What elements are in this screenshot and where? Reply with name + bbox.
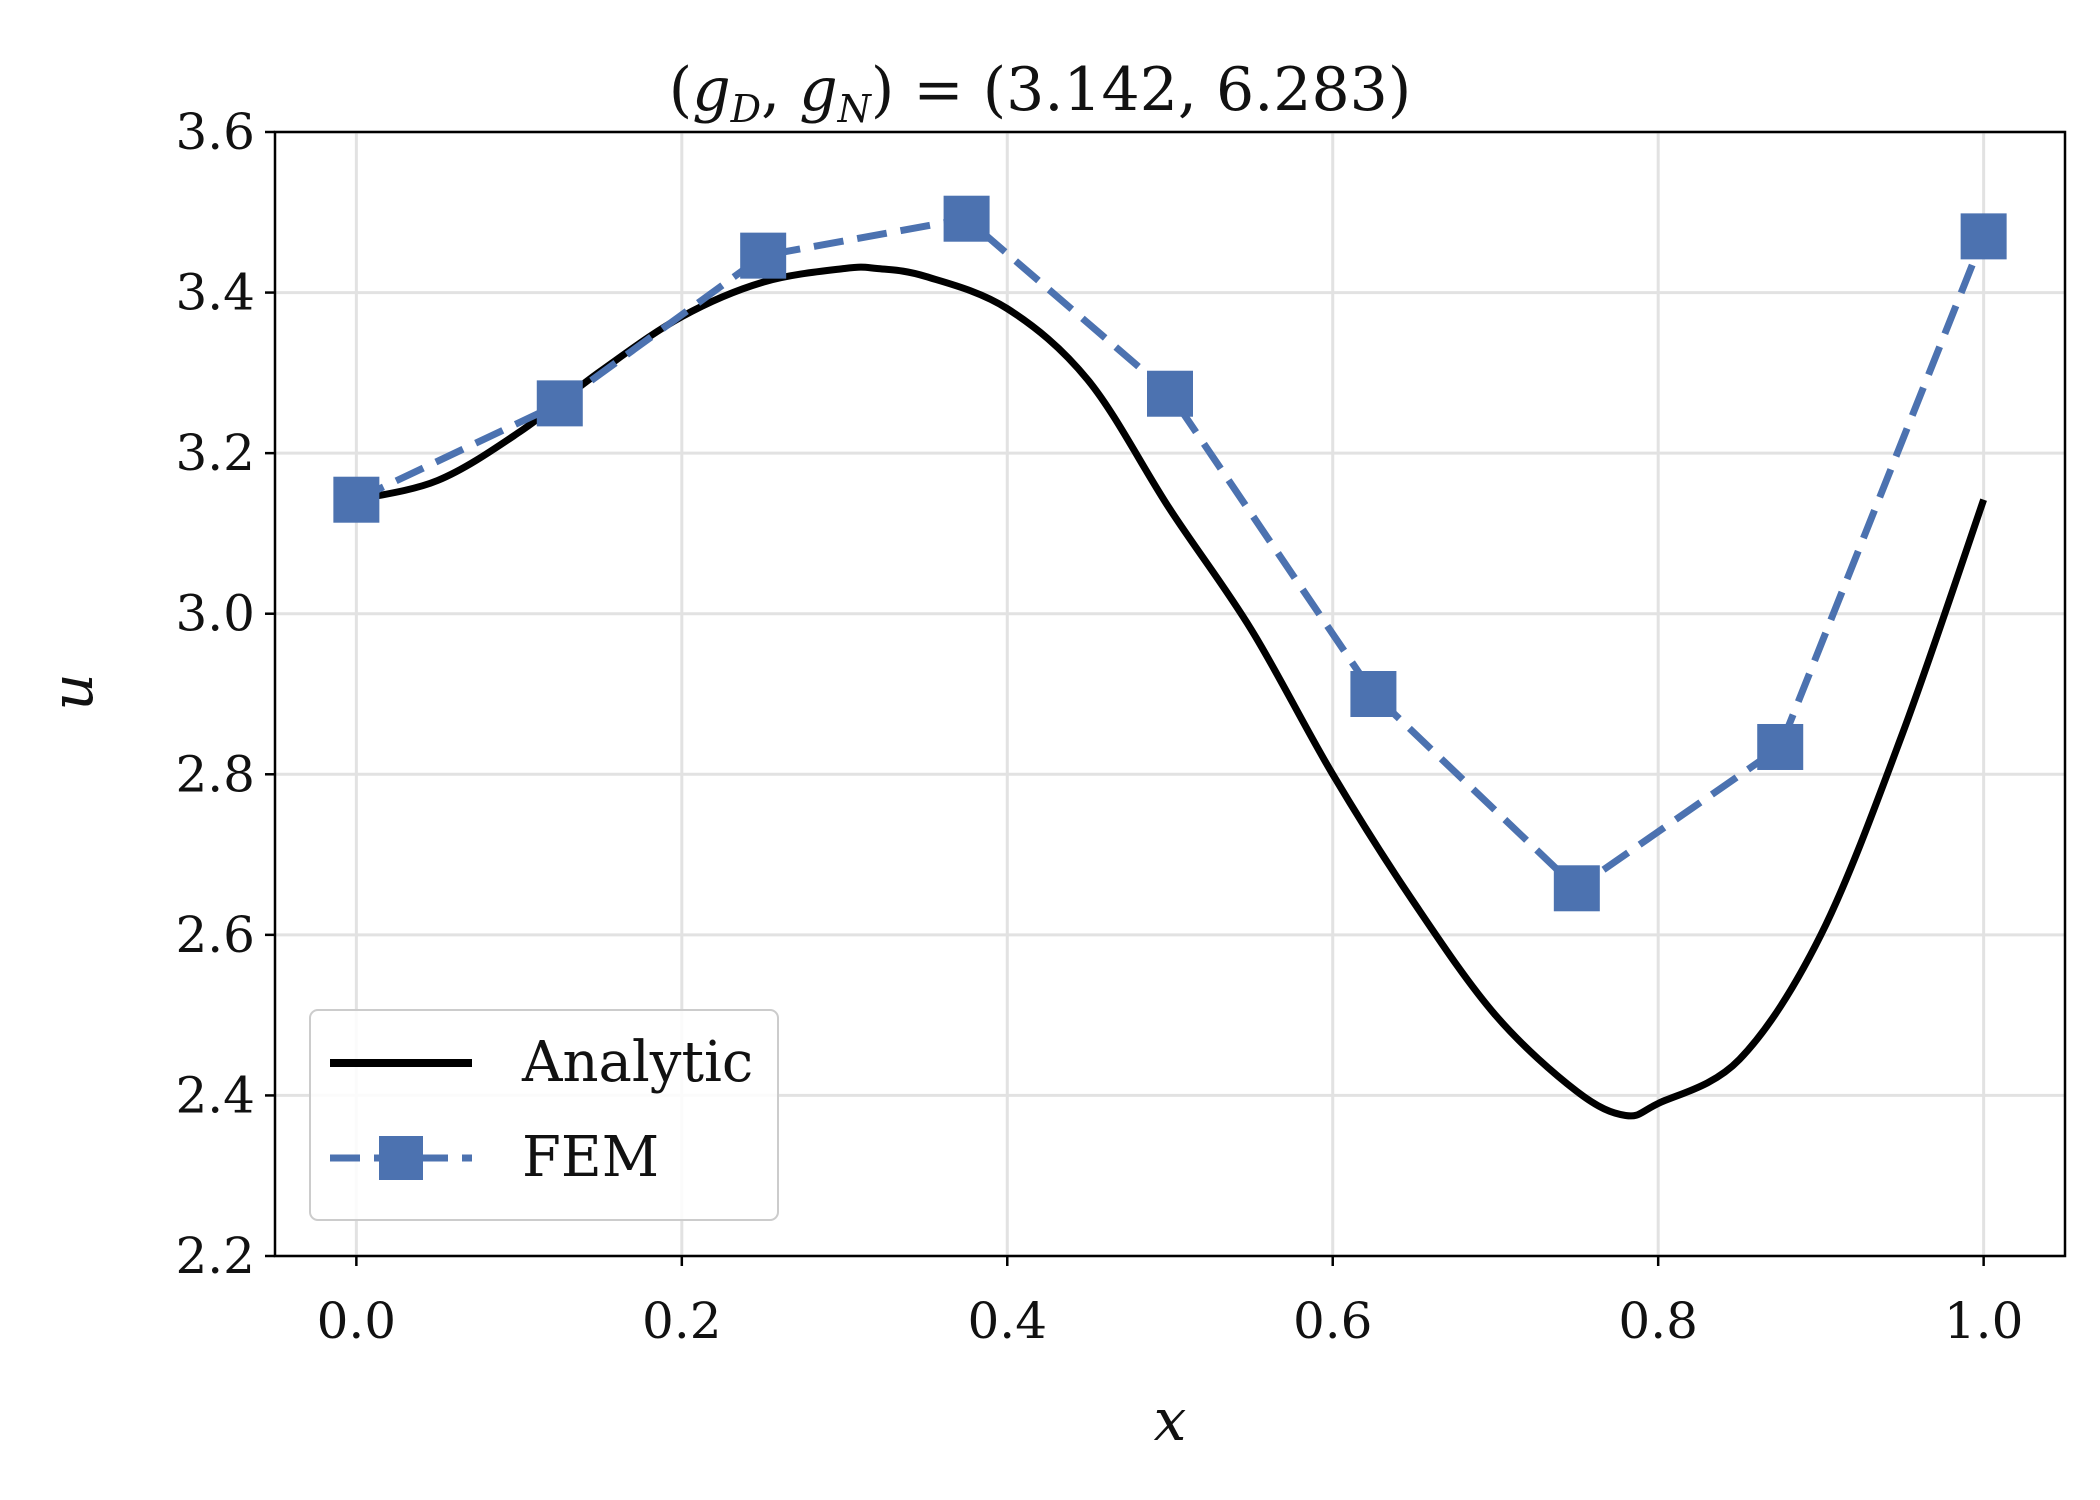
y-axis-label: u [38, 673, 106, 710]
fem-series-line [354, 214, 1987, 893]
fem-series-point [1350, 671, 1397, 717]
fem-series-point [333, 476, 380, 523]
fem-series-point [1960, 213, 2007, 260]
x-tick-label: 0.6 [1293, 1292, 1373, 1350]
y-tick-label: 3.6 [175, 103, 255, 161]
fem-series-point [740, 232, 787, 279]
x-tick-label: 0.4 [968, 1292, 1048, 1350]
series-layer [333, 195, 2007, 1120]
y-tick-label: 3.2 [175, 424, 255, 482]
y-tick-label: 2.8 [175, 745, 255, 803]
chart-title: (gD, gN) = (3.142, 6.283) [669, 55, 1411, 131]
fem-series-point [536, 380, 583, 427]
y-tick-label: 3.0 [175, 585, 255, 643]
legend-analytic-label: Analytic [521, 1030, 753, 1095]
axis-ticks: 0.0 0.2 0.4 0.6 0.8 1.0 2.2 2.4 2.6 2.8 3.0 3.2 3.4 3… [175, 103, 2023, 1350]
legend-fem-marker [379, 1136, 423, 1180]
fem-series-point [1553, 865, 1600, 912]
fem-series-point [1147, 370, 1193, 417]
y-tick-label: 2.6 [175, 906, 255, 964]
legend-fem-label: FEM [522, 1125, 659, 1190]
plot-area-frame [273, 130, 2067, 1258]
fem-series-point [1757, 723, 1804, 770]
x-tick-label: 0.0 [317, 1292, 397, 1350]
x-tick-label: 0.8 [1618, 1292, 1698, 1350]
x-tick-label: 0.2 [642, 1292, 722, 1350]
legend: Analytic FEM [309, 1009, 779, 1221]
x-axis-label: x [1154, 1386, 1187, 1454]
y-tick-label: 2.4 [175, 1066, 255, 1124]
y-tick-label: 2.2 [175, 1227, 255, 1285]
fem-series-point [943, 195, 990, 242]
x-tick-label: 1.0 [1944, 1292, 2024, 1350]
y-tick-label: 3.4 [175, 264, 255, 322]
